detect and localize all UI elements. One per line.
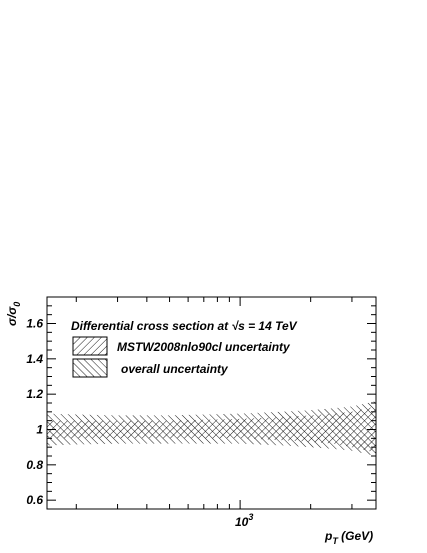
legend-swatch-overall (72, 358, 108, 378)
y-axis-title: σ/σ0 (5, 302, 22, 326)
y-tick-label: 0.8 (26, 458, 43, 472)
y-tick-label: 1.4 (26, 352, 43, 366)
legend-swatch-pdf (72, 336, 108, 356)
axis-ticks (47, 297, 376, 509)
legend: MSTW2008nlo90cl uncertainty overall unce… (72, 336, 291, 378)
legend-label-overall: overall uncertainty (121, 362, 229, 376)
legend-label-pdf: MSTW2008nlo90cl uncertainty (117, 340, 291, 354)
y-tick-labels: 0.6 0.8 1 1.2 1.4 1.6 (26, 317, 43, 508)
x-axis-title: pT (GeV) (324, 529, 373, 546)
y-tick-label: 1 (36, 423, 43, 437)
y-tick-label: 0.6 (26, 493, 43, 507)
y-tick-label: 1.6 (26, 317, 43, 331)
chart-title: Differential cross section at √s = 14 Te… (71, 319, 298, 333)
uncertainty-bands (47, 401, 376, 456)
x-tick-label-1000: 103 (235, 512, 253, 529)
band-overall-uncertainty (47, 401, 376, 456)
y-tick-label: 1.2 (26, 387, 43, 401)
